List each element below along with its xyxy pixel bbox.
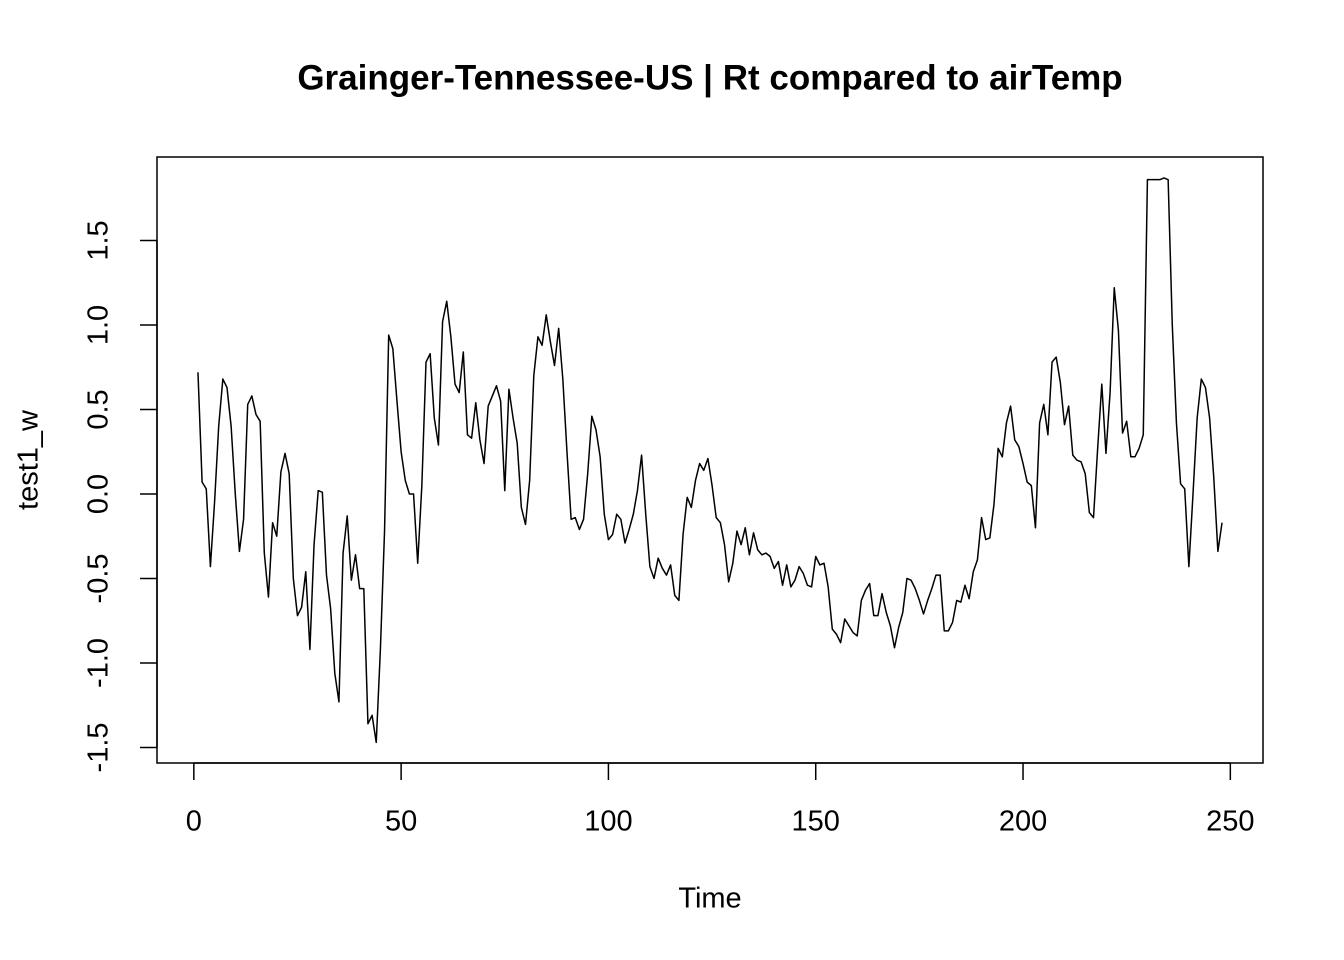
y-tick-label: -1.5 — [83, 722, 115, 772]
x-tick-label: 50 — [385, 806, 417, 838]
x-tick-label: 100 — [584, 806, 632, 838]
x-axis-label: Time — [678, 883, 741, 915]
y-tick-label: 1.0 — [83, 305, 115, 345]
y-tick-label: 1.5 — [83, 220, 115, 260]
y-tick-label: 0.0 — [83, 474, 115, 514]
y-axis-label: test1_w — [13, 409, 45, 510]
y-tick-label: -0.5 — [83, 553, 115, 603]
x-tick-label: 200 — [999, 806, 1047, 838]
x-tick-label: 150 — [792, 806, 840, 838]
x-tick-label: 250 — [1206, 806, 1254, 838]
chart-title: Grainger-Tennessee-US | Rt compared to a… — [297, 58, 1122, 97]
x-tick-label: 0 — [186, 806, 202, 838]
data-line — [197, 177, 1223, 744]
y-tick-label: 0.5 — [83, 389, 115, 429]
y-tick-label: -1.0 — [83, 638, 115, 688]
